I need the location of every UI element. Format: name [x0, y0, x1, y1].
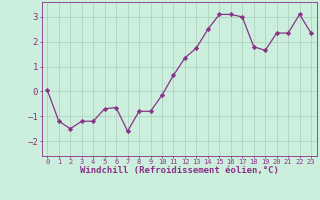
X-axis label: Windchill (Refroidissement éolien,°C): Windchill (Refroidissement éolien,°C): [80, 166, 279, 175]
